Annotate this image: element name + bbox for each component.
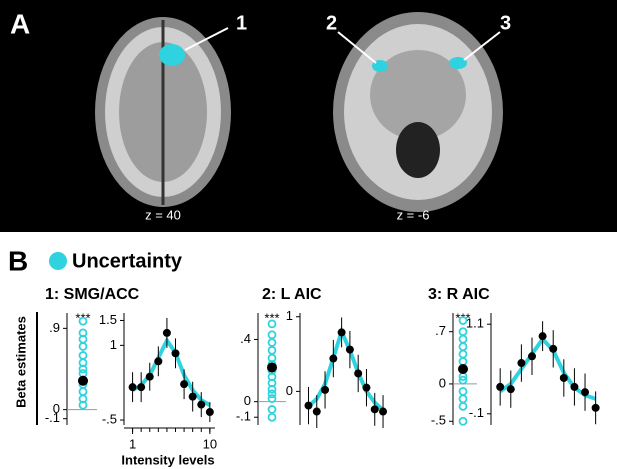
- mean-point: [549, 344, 558, 353]
- subject-point: [267, 345, 277, 355]
- x-tick-label: 10: [203, 436, 217, 451]
- subject-point: [458, 375, 468, 385]
- y-tick-label: 0: [286, 383, 293, 398]
- subject-point: [458, 394, 468, 404]
- mean-point: [304, 401, 313, 410]
- y-tick-label: -.1: [45, 410, 60, 425]
- mean-point: [458, 364, 468, 374]
- pointer-lines: [184, 27, 501, 64]
- x-tick-label: 1: [129, 436, 136, 451]
- mean-point: [145, 372, 154, 381]
- mean-point: [267, 362, 277, 373]
- mean-point: [188, 392, 197, 401]
- subject-point: [458, 342, 468, 352]
- subject-point: [78, 342, 88, 351]
- mean-point: [570, 382, 579, 391]
- mean-point: [517, 359, 526, 368]
- mean-point: [171, 349, 180, 358]
- y-tick-label: 1.1: [466, 316, 484, 331]
- mean-point: [137, 383, 146, 392]
- subject-point: [78, 364, 88, 374]
- y-tick-label: -.5: [431, 413, 446, 428]
- mean-point: [362, 383, 371, 392]
- subject-point: [267, 412, 277, 422]
- mean-point: [379, 407, 388, 416]
- panel-label: A: [10, 8, 30, 39]
- subject-point: [267, 330, 277, 340]
- mean-point: [538, 332, 547, 341]
- mean-point: [370, 405, 379, 414]
- mean-point: [506, 385, 515, 394]
- mean-point: [180, 380, 189, 389]
- region-title: 1: SMG/ACC: [45, 286, 140, 303]
- subject-point: [267, 405, 277, 414]
- subject-point: [458, 386, 468, 396]
- panel-a-background: [0, 0, 617, 232]
- subject-point: [458, 334, 468, 344]
- mean-point: [78, 375, 88, 386]
- fit-curve: [307, 326, 385, 412]
- region-marker: 1: [236, 12, 247, 34]
- slice-label: z = -6: [397, 207, 430, 222]
- y-tick-label: 0: [439, 375, 446, 390]
- mean-point: [205, 408, 214, 417]
- y-tick-label: 1: [286, 308, 293, 323]
- y-tick-label: 0: [53, 401, 60, 416]
- y-tick-label: 1.5: [99, 312, 117, 327]
- region-title: 2: L AIC: [262, 286, 322, 303]
- y-tick-label: 1: [110, 337, 117, 352]
- significance: ***: [264, 310, 279, 325]
- fit-curve: [131, 336, 211, 407]
- y-tick-label: -.1: [236, 409, 251, 424]
- fit-curve: [499, 335, 597, 401]
- subject-point: [458, 401, 468, 411]
- legend-swatch: [49, 252, 67, 270]
- y-tick-label: -.1: [469, 405, 484, 420]
- brain-slice: [333, 12, 503, 212]
- mean-point: [581, 388, 590, 397]
- slice-label: z = 40: [145, 207, 181, 222]
- subject-point: [78, 316, 88, 326]
- subject-point: [78, 400, 88, 410]
- subject-point: [267, 319, 277, 329]
- subject-point: [267, 338, 277, 347]
- mean-point: [321, 385, 330, 394]
- region-marker: 2: [326, 12, 337, 34]
- y-tick-label: .4: [240, 331, 251, 346]
- mean-point: [128, 383, 137, 392]
- mean-point: [559, 373, 568, 382]
- region-marker: 3: [500, 12, 511, 34]
- mean-point: [329, 354, 338, 363]
- subject-point: [267, 384, 277, 394]
- subject-point: [267, 389, 277, 399]
- subject-point: [458, 349, 468, 359]
- y-tick-label: .9: [49, 320, 60, 335]
- y-axis-label: Beta estimates: [13, 316, 28, 408]
- mean-point: [162, 328, 171, 337]
- mean-point: [528, 352, 536, 361]
- mean-point: [345, 345, 354, 354]
- panel-label: B: [8, 245, 28, 276]
- y-tick-label: 0: [244, 393, 251, 408]
- x-axis-label: Intensity levels: [121, 452, 214, 467]
- subject-point: [78, 351, 88, 360]
- subject-point: [267, 394, 277, 403]
- subject-point: [458, 316, 468, 325]
- subject-point: [458, 416, 468, 426]
- mean-point: [591, 403, 600, 412]
- subject-point: [458, 357, 468, 366]
- mean-point: [354, 369, 363, 378]
- mean-point: [154, 357, 163, 366]
- y-tick-label: -.5: [102, 411, 117, 426]
- region-title: 3: R AIC: [428, 286, 490, 303]
- mean-point: [496, 382, 505, 391]
- legend-label: Uncertainty: [72, 250, 183, 272]
- y-tick-label: .7: [435, 323, 446, 338]
- mean-point: [312, 407, 321, 416]
- subject-point: [78, 387, 88, 396]
- mean-point: [337, 328, 346, 337]
- brain-slice: [95, 17, 231, 207]
- mean-point: [197, 400, 206, 409]
